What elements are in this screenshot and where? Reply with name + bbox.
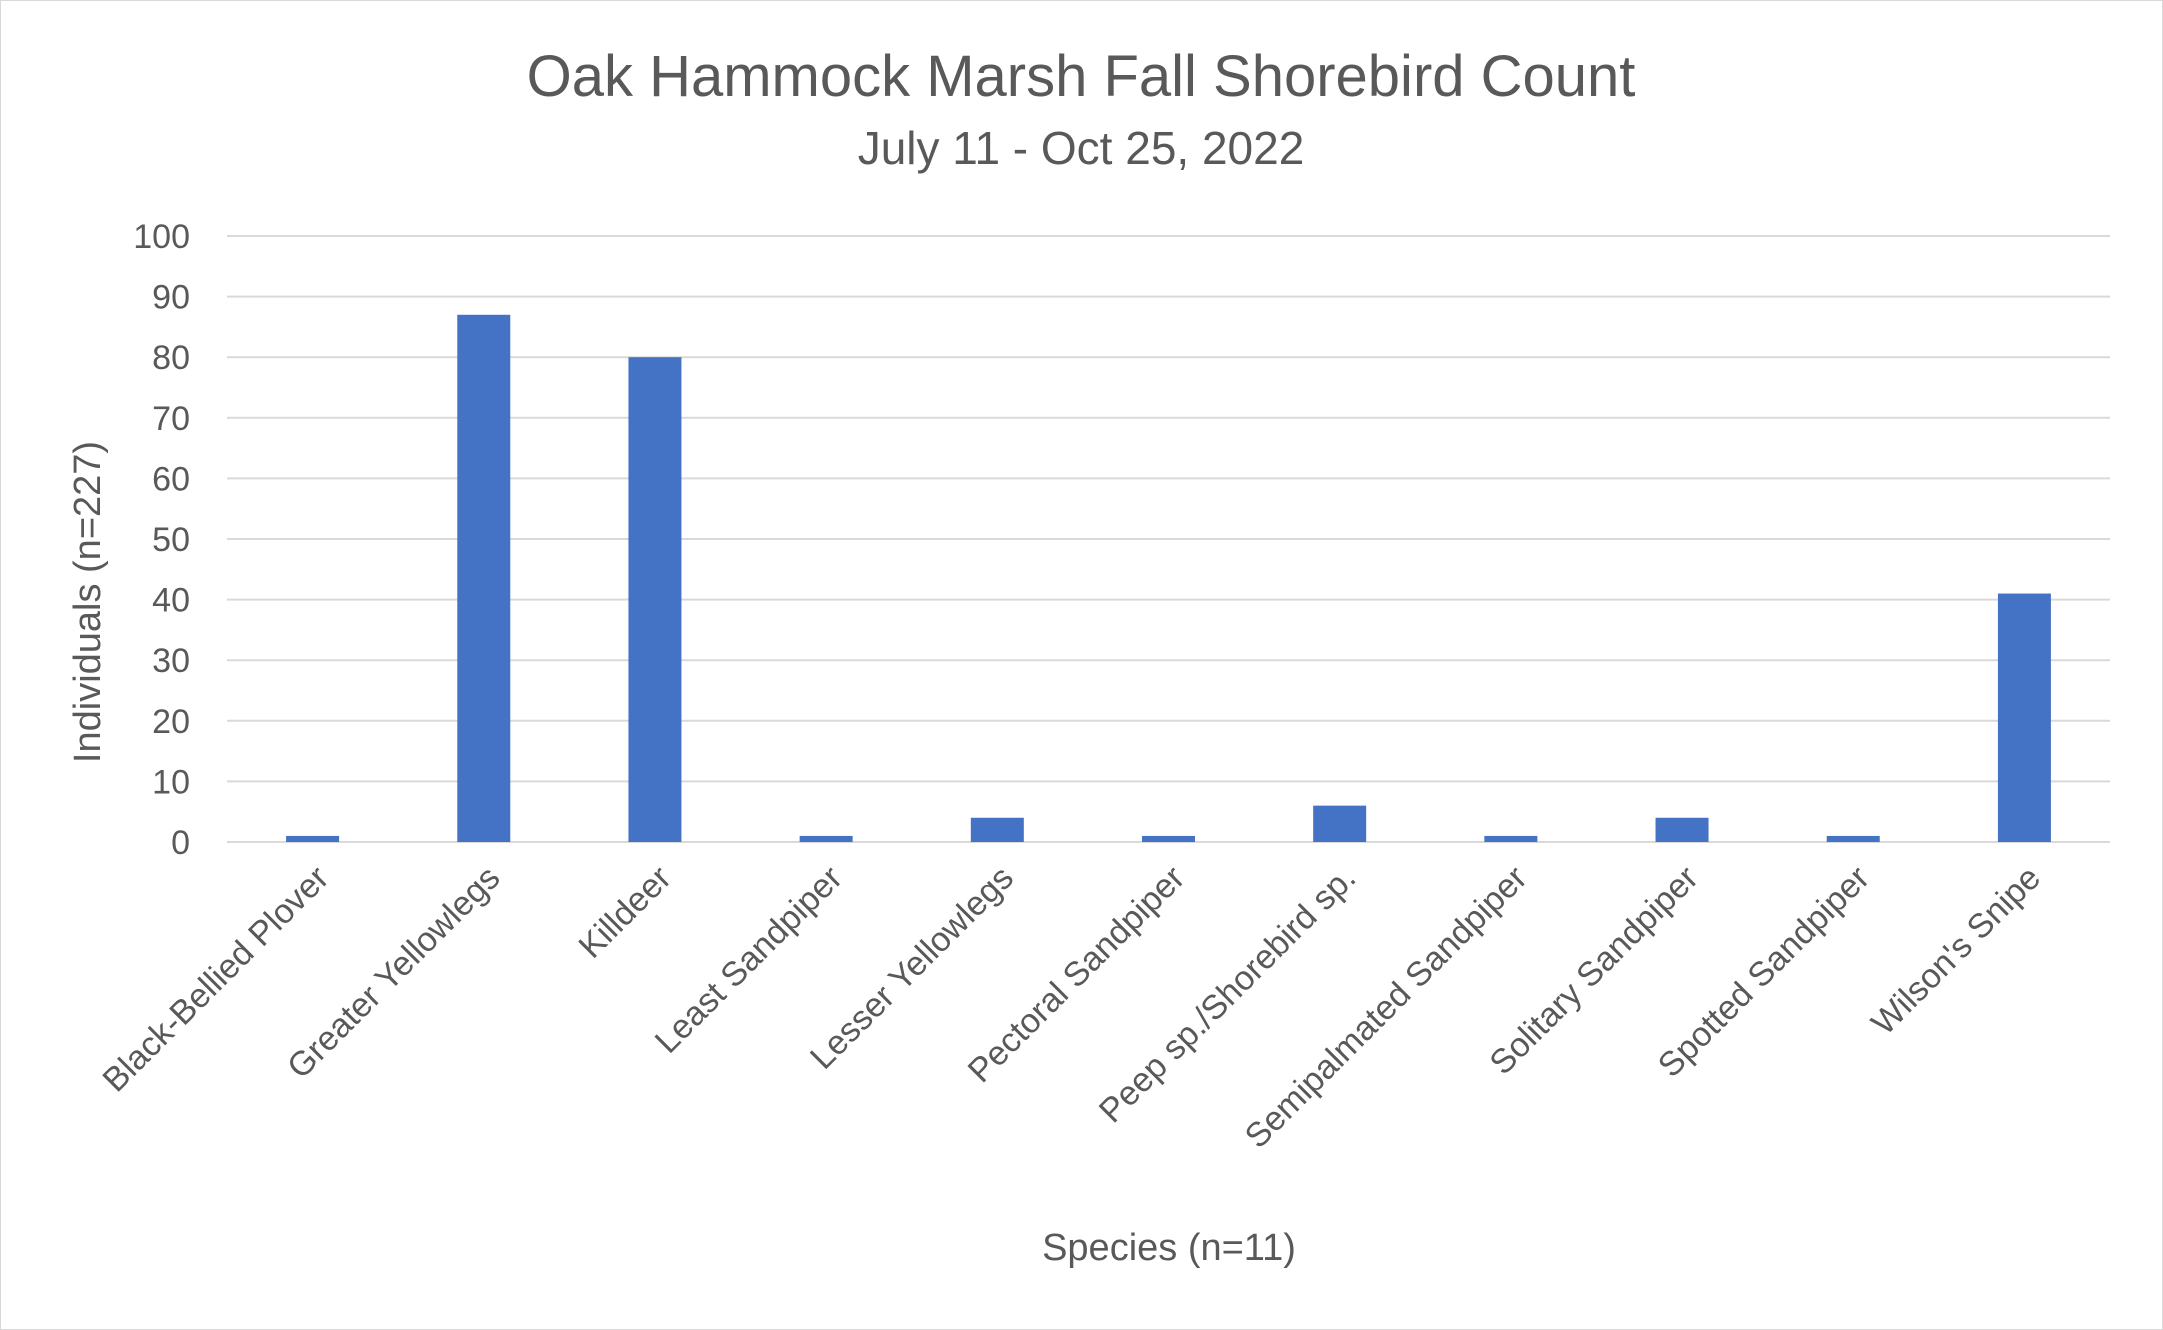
y-tick-label: 50 <box>152 521 190 559</box>
bar <box>1997 593 2051 842</box>
bar <box>457 314 511 842</box>
y-tick-label: 0 <box>171 824 190 862</box>
y-axis-ticks: 0 10 20 30 40 50 60 70 80 90 100 <box>133 218 190 862</box>
y-tick-label: 90 <box>152 279 190 317</box>
chart-subtitle: July 11 - Oct 25, 2022 <box>858 122 1305 174</box>
x-category-label: Least Sandpiper <box>648 859 850 1061</box>
y-tick-label: 40 <box>152 582 190 620</box>
x-category-label: Semipalmated Sandpiper <box>1238 859 1535 1156</box>
y-tick-label: 10 <box>152 763 190 801</box>
y-tick-label: 30 <box>152 642 190 680</box>
gridlines <box>227 235 2110 843</box>
y-tick-label: 80 <box>152 339 190 377</box>
bars <box>286 314 2051 842</box>
bar <box>799 835 853 842</box>
x-axis-title: Species (n=11) <box>1042 1227 1296 1269</box>
bar <box>1484 835 1538 842</box>
bar <box>1142 835 1195 842</box>
y-tick-label: 100 <box>133 218 190 256</box>
y-tick-label: 20 <box>152 703 190 741</box>
bar <box>628 357 682 842</box>
x-category-label: Killdeer <box>572 859 679 966</box>
y-tick-label: 60 <box>152 460 190 498</box>
x-category-label: Wilson's Snipe <box>1864 859 2048 1043</box>
bar <box>1826 835 1880 842</box>
bar <box>286 835 340 842</box>
y-tick-label: 70 <box>152 400 190 438</box>
bar <box>970 817 1024 842</box>
chart-title: Oak Hammock Marsh Fall Shorebird Count <box>527 44 1636 109</box>
y-axis-title: Individuals (n=227) <box>67 441 109 763</box>
bar <box>1655 817 1709 842</box>
bar <box>1313 805 1367 842</box>
